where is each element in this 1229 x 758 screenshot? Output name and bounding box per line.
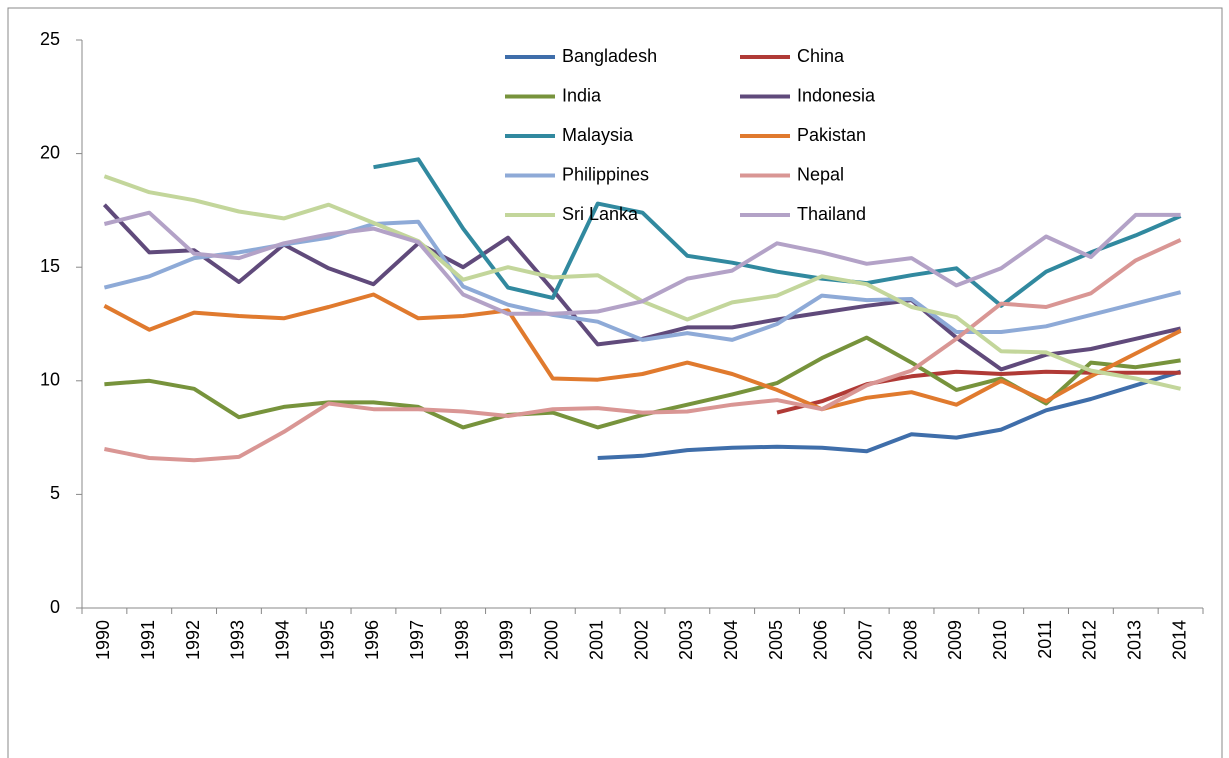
legend-label: China	[797, 46, 845, 66]
series-line	[104, 238, 1182, 463]
x-tick-label: 2013	[1124, 620, 1144, 660]
y-tick-label: 20	[40, 142, 60, 162]
x-tick-label: 2008	[900, 620, 920, 660]
x-tick-label: 2003	[676, 620, 696, 660]
y-tick-label: 0	[50, 597, 60, 617]
x-tick-label: 2009	[945, 620, 965, 660]
y-tick-label: 25	[40, 29, 60, 49]
x-tick-label: 1991	[138, 620, 158, 660]
x-tick-label: 2014	[1169, 620, 1189, 660]
y-tick-label: 15	[40, 256, 60, 276]
x-tick-label: 2007	[855, 620, 875, 660]
x-tick-label: 2004	[721, 620, 741, 660]
chart-frame	[7, 7, 1223, 758]
x-tick-label: 1997	[407, 620, 427, 660]
series-line	[103, 219, 1182, 342]
x-tick-label: 2012	[1080, 620, 1100, 660]
x-tick-label: 1992	[183, 620, 203, 660]
legend-label: Philippines	[562, 164, 649, 184]
series-line	[104, 335, 1181, 430]
legend-label: Sri Lanka	[562, 204, 639, 224]
x-tick-label: 2010	[990, 620, 1010, 660]
legend-label: Indonesia	[797, 85, 876, 105]
x-tick-label: 1995	[317, 620, 337, 660]
series-line	[373, 157, 1182, 308]
x-tick-label: 1994	[273, 620, 293, 660]
x-tick-label: 2005	[766, 620, 786, 660]
y-tick-label: 10	[40, 370, 60, 390]
series-line	[103, 174, 1182, 391]
x-tick-label: 1999	[497, 620, 517, 660]
legend-label: Nepal	[797, 164, 844, 184]
x-tick-label: 2011	[1035, 620, 1055, 659]
x-tick-label: 1993	[228, 620, 248, 660]
y-tick-label: 5	[50, 483, 60, 503]
x-tick-label: 2001	[586, 620, 606, 660]
legend-label: India	[562, 85, 602, 105]
x-tick-label: 1996	[362, 620, 382, 660]
legend-label: Malaysia	[562, 125, 634, 145]
legend-label: Bangladesh	[562, 46, 657, 66]
x-tick-label: 1990	[93, 620, 113, 660]
series-line	[103, 210, 1181, 316]
series-line	[102, 203, 1182, 372]
x-tick-label: 2000	[542, 620, 562, 660]
x-tick-label: 2002	[631, 620, 651, 660]
legend-label: Thailand	[797, 204, 866, 224]
legend-label: Pakistan	[797, 125, 866, 145]
series-line	[597, 369, 1182, 460]
x-tick-label: 1998	[452, 620, 472, 660]
x-tick-label: 2006	[811, 620, 831, 660]
series-line	[103, 292, 1182, 412]
